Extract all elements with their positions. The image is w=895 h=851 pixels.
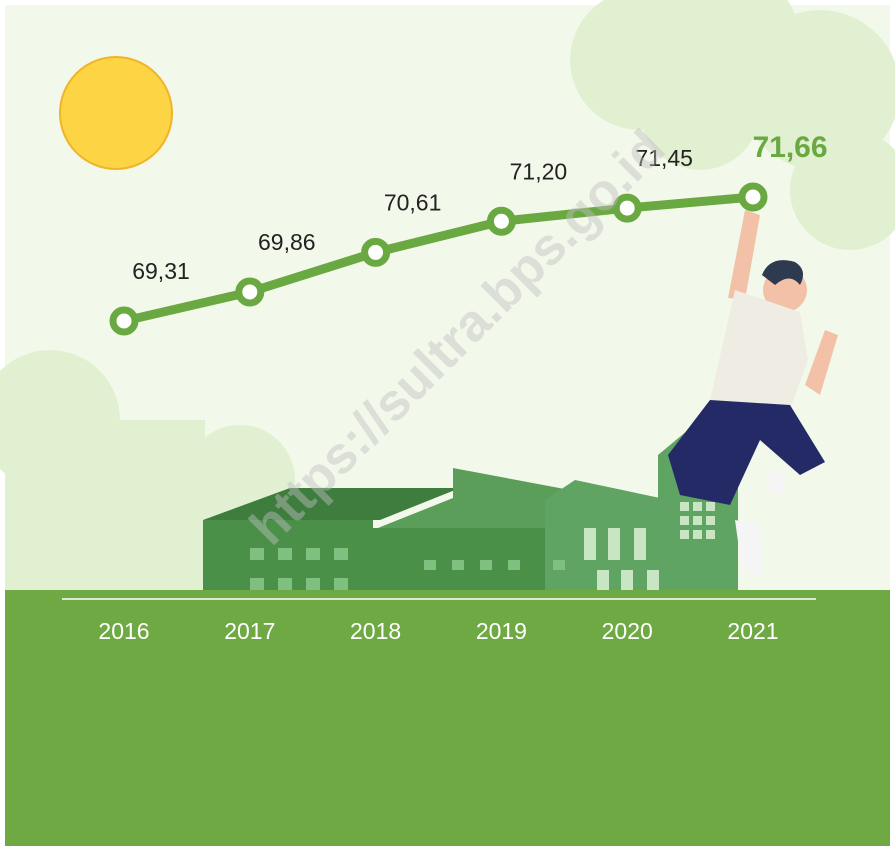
x-tick-label: 2019	[476, 618, 527, 644]
point	[235, 277, 265, 307]
x-tick-label: 2021	[727, 618, 778, 644]
person	[668, 210, 838, 575]
value-label: 71,20	[510, 158, 568, 184]
point	[612, 193, 642, 223]
value-label: 69,31	[132, 258, 190, 284]
ground	[5, 590, 890, 846]
point	[738, 182, 768, 212]
sun	[59, 56, 173, 170]
line	[122, 192, 754, 326]
x-tick-label: 2016	[98, 618, 149, 644]
point	[486, 206, 516, 236]
value-label: 69,86	[258, 229, 316, 255]
point	[361, 237, 391, 267]
point	[109, 306, 139, 336]
x-tick-label: 2020	[602, 618, 653, 644]
plot: 69,31 2016 69,86 2017 70,61 2018 71,20 2019 71,4…	[98, 131, 827, 644]
x-tick-label: 2018	[350, 618, 401, 644]
value-label: 71,45	[635, 145, 693, 171]
x-tick-label: 2017	[224, 618, 275, 644]
clouds	[0, 0, 895, 600]
value-label: 71,66	[752, 131, 827, 164]
value-label: 70,61	[384, 189, 442, 215]
